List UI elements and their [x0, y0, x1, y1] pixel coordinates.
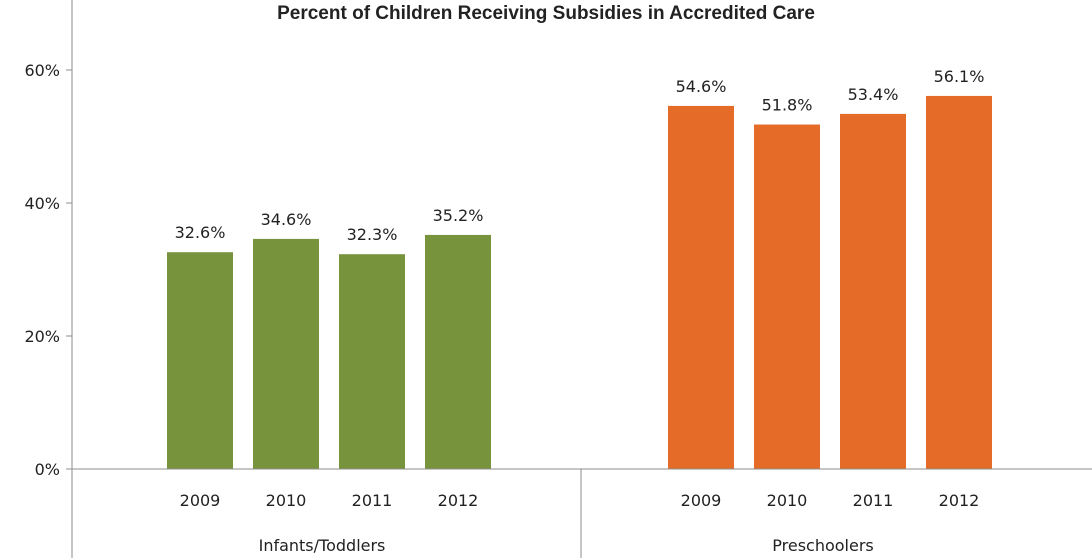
bar [754, 124, 820, 469]
data-label: 51.8% [762, 96, 813, 115]
data-label: 35.2% [433, 206, 484, 225]
data-label: 32.3% [347, 225, 398, 244]
x-tick-label: 2010 [266, 491, 307, 510]
plot-area: 32.6% 34.6% 32.3% 35.2% 54.6% 51.8% 53.4% 56.1% [167, 67, 992, 469]
bar [167, 252, 233, 469]
y-tick-label: 40% [24, 194, 60, 213]
x-axis: 2009 2010 2011 2012 Infants/Toddlers 2009 2010… [72, 468, 1092, 558]
bar [339, 254, 405, 469]
bar [253, 238, 319, 469]
x-tick-label: 2010 [767, 491, 808, 510]
data-label: 34.6% [261, 210, 312, 229]
y-axis: 0% 20% 40% 60% [24, 0, 73, 558]
data-label: 32.6% [175, 223, 226, 242]
group-label: Preschoolers [772, 536, 874, 555]
bar [840, 113, 906, 469]
x-tick-label: 2011 [352, 491, 393, 510]
data-label: 53.4% [848, 85, 899, 104]
data-label: 54.6% [676, 77, 727, 96]
y-tick-label: 60% [24, 61, 60, 80]
bar [926, 95, 992, 469]
x-tick-label: 2012 [939, 491, 980, 510]
x-tick-label: 2009 [681, 491, 722, 510]
group-label: Infants/Toddlers [259, 536, 386, 555]
bar [668, 105, 734, 469]
x-tick-label: 2012 [438, 491, 479, 510]
x-tick-label: 2011 [853, 491, 894, 510]
x-tick-label: 2009 [180, 491, 221, 510]
y-tick-label: 0% [35, 460, 60, 479]
chart-title: Percent of Children Receiving Subsidies … [277, 3, 815, 24]
data-label: 56.1% [934, 67, 985, 86]
y-tick-label: 20% [24, 327, 60, 346]
bar [425, 234, 491, 469]
